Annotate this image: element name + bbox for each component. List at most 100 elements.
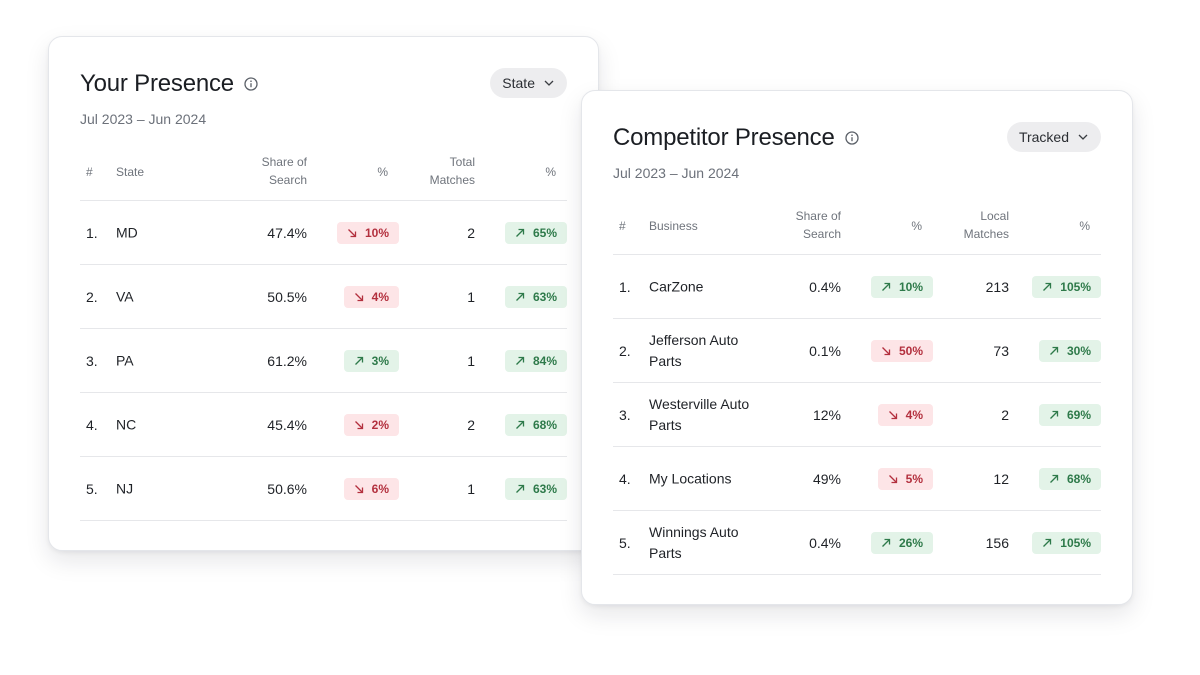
arrow-up-right-icon (516, 228, 525, 237)
header-share: Share of Search (795, 209, 841, 241)
matches-change: 84% (504, 349, 567, 372)
share-change: 6% (343, 477, 399, 500)
table-row[interactable]: 5. NJ 50.6% 6% 1 63% (80, 457, 567, 521)
row-rank: 1. (86, 224, 98, 241)
business-name: Jefferson Auto Parts (649, 331, 739, 369)
arrow-up-right-icon (516, 356, 525, 365)
share-change: 10% (870, 275, 933, 298)
arrow-down-right-icon (888, 474, 897, 483)
share-change: 50% (870, 339, 933, 362)
table-row[interactable]: 1. CarZone 0.4% 10% 213 105% (613, 255, 1101, 319)
arrow-up-right-icon (516, 484, 525, 493)
share-of-search: 0.4% (809, 278, 841, 295)
row-rank: 2. (619, 342, 631, 359)
change-badge-up: 68% (1038, 467, 1101, 490)
row-rank: 5. (86, 480, 98, 497)
change-badge-down: 2% (343, 413, 399, 436)
dropdown-label: State (502, 75, 535, 91)
table-row[interactable]: 1. MD 47.4% 10% 2 65% (80, 201, 567, 265)
chevron-down-icon (1078, 134, 1088, 140)
row-rank: 4. (619, 470, 631, 487)
competitor-table: # Business Share of Search % Local Matches… (613, 202, 1101, 575)
competitor-presence-card: Competitor Presence Jul 2023 – Jun 2024 … (581, 90, 1133, 605)
info-icon[interactable] (844, 131, 859, 145)
table-row[interactable]: 4. NC 45.4% 2% 2 68% (80, 393, 567, 457)
arrow-down-right-icon (888, 410, 897, 419)
arrow-down-right-icon (354, 292, 363, 301)
header-share: Share of Search (261, 155, 307, 187)
header-business: Business (649, 219, 698, 233)
state-name: PA (116, 352, 134, 368)
table-row[interactable]: 3. Westerville Auto Parts 12% 4% 2 69% (613, 383, 1101, 447)
matches-change: 69% (1038, 403, 1101, 426)
share-change: 3% (343, 349, 399, 372)
matches-change: 68% (1038, 467, 1101, 490)
change-badge-down: 4% (343, 285, 399, 308)
presence-table: # State Share of Search % Total Matches % … (80, 148, 567, 521)
matches-change: 30% (1038, 339, 1101, 362)
business-name: Westerville Auto Parts (649, 395, 750, 433)
date-range: Jul 2023 – Jun 2024 (80, 111, 207, 127)
matches-count: 1 (467, 352, 475, 369)
state-dropdown[interactable]: State (490, 68, 567, 98)
row-rank: 5. (619, 534, 631, 551)
matches-count: 12 (993, 470, 1009, 487)
header-state: State (116, 165, 145, 179)
header-num: # (619, 219, 626, 233)
share-change: 2% (343, 413, 399, 436)
state-name: NC (116, 416, 137, 432)
arrow-up-right-icon (1050, 474, 1059, 483)
change-badge-up: 30% (1038, 339, 1101, 362)
share-change: 26% (870, 531, 933, 554)
change-badge-up: 105% (1032, 275, 1101, 298)
header-pct-share: % (911, 219, 922, 233)
state-name: NJ (116, 480, 134, 496)
share-change: 5% (877, 467, 933, 490)
change-badge-down: 6% (343, 477, 399, 500)
header-pct-share: % (377, 165, 388, 179)
share-of-search: 49% (812, 470, 841, 487)
table-row[interactable]: 2. Jefferson Auto Parts 0.1% 50% 73 30% (613, 319, 1101, 383)
matches-count: 73 (993, 342, 1009, 359)
chevron-down-icon (544, 80, 554, 86)
change-badge-up: 26% (870, 531, 933, 554)
change-badge-down: 5% (877, 467, 933, 490)
table-row[interactable]: 2. VA 50.5% 4% 1 63% (80, 265, 567, 329)
matches-change: 63% (504, 477, 567, 500)
header-matches: Local Matches (963, 209, 1009, 241)
row-rank: 3. (86, 352, 98, 369)
info-icon[interactable] (244, 77, 258, 91)
header-pct-matches: % (1079, 219, 1090, 233)
share-of-search: 0.1% (809, 342, 841, 359)
table-row[interactable]: 3. PA 61.2% 3% 1 84% (80, 329, 567, 393)
change-badge-up: 10% (870, 275, 933, 298)
change-badge-up: 69% (1038, 403, 1101, 426)
arrow-up-right-icon (516, 420, 525, 429)
matches-count: 213 (985, 278, 1009, 295)
arrow-up-right-icon (882, 282, 891, 291)
row-rank: 4. (86, 416, 98, 433)
date-range: Jul 2023 – Jun 2024 (613, 165, 740, 181)
tracked-dropdown[interactable]: Tracked (1006, 122, 1101, 152)
table-header: # State Share of Search % Total Matches % (80, 148, 567, 201)
change-badge-up: 63% (504, 285, 567, 308)
matches-change: 63% (504, 285, 567, 308)
matches-count: 1 (467, 480, 475, 497)
table-row[interactable]: 4. My Locations 49% 5% 12 68% (613, 447, 1101, 511)
change-badge-up: 65% (504, 221, 567, 244)
arrow-up-right-icon (354, 356, 363, 365)
share-change: 4% (343, 285, 399, 308)
share-change: 4% (877, 403, 933, 426)
change-badge-up: 84% (504, 349, 567, 372)
state-name: VA (116, 288, 134, 304)
row-rank: 3. (619, 406, 631, 423)
row-rank: 1. (619, 278, 631, 295)
arrow-down-right-icon (354, 484, 363, 493)
table-row[interactable]: 5. Winnings Auto Parts 0.4% 26% 156 105% (613, 511, 1101, 575)
matches-count: 2 (467, 416, 475, 433)
share-of-search: 45.4% (267, 416, 307, 433)
arrow-up-right-icon (1043, 282, 1052, 291)
share-of-search: 47.4% (267, 224, 307, 241)
matches-change: 65% (504, 221, 567, 244)
card-title: Your Presence (80, 70, 234, 97)
